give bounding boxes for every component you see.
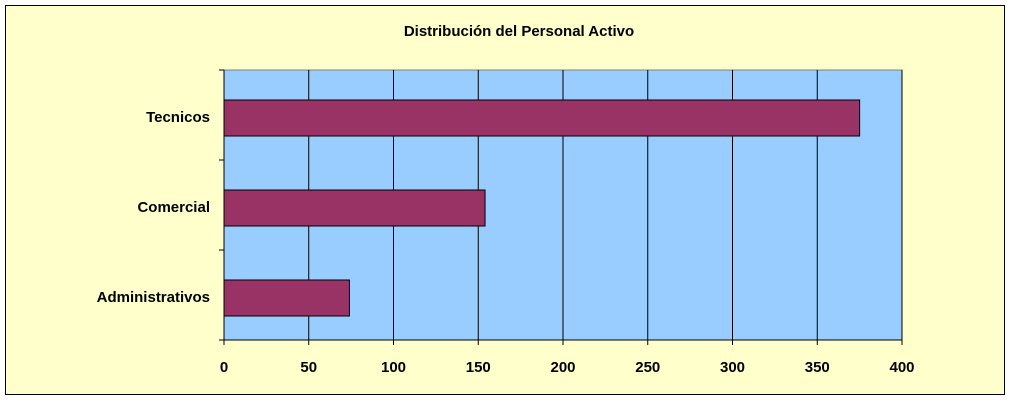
bar [223, 279, 350, 317]
y-tick-label: Comercial [137, 199, 210, 216]
x-tick-label: 400 [889, 359, 914, 376]
x-tick-label: 250 [635, 359, 660, 376]
chart-title: Distribución del Personal Activo [404, 23, 634, 40]
x-tick-label: 50 [300, 359, 317, 376]
y-tick-label: Tecnicos [146, 109, 210, 126]
x-tick-label: 350 [805, 359, 830, 376]
x-tick-label: 0 [220, 359, 228, 376]
x-tick-label: 200 [550, 359, 575, 376]
x-tick-label: 100 [381, 359, 406, 376]
bar [223, 99, 861, 137]
y-tick-label: Administrativos [97, 289, 210, 306]
x-tick-label: 300 [720, 359, 745, 376]
bar [223, 189, 486, 227]
x-tick-label: 150 [466, 359, 491, 376]
